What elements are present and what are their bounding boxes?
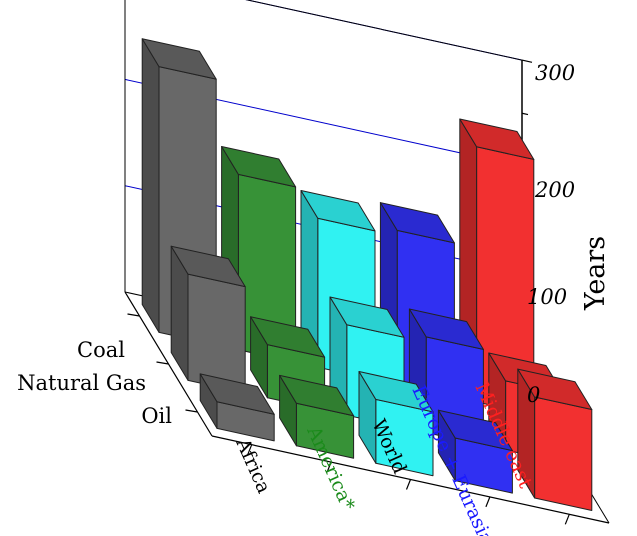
row-tick xyxy=(185,409,198,413)
bar-top-face xyxy=(408,308,484,350)
row-label-coal: Coal xyxy=(77,338,125,362)
z-axis-tick xyxy=(521,59,533,63)
z-tick-label-100: 100 xyxy=(527,285,567,309)
column-label-africa: Africa xyxy=(231,434,275,496)
bar-top-face xyxy=(141,38,217,80)
bar-oil-0 xyxy=(199,373,275,442)
row-tick xyxy=(156,361,169,365)
axis-labels: 0 100 200 300 Years Coal Natural Gas Oil… xyxy=(17,61,611,536)
column-tick xyxy=(485,496,491,508)
bar-top-face xyxy=(279,374,355,417)
bar-oil-3 xyxy=(437,409,513,494)
column-tick xyxy=(326,461,332,473)
z-axis-title: Years xyxy=(580,236,611,311)
bar-natural-gas-0 xyxy=(170,245,246,394)
bar-top-face xyxy=(170,245,246,288)
bar-top-face xyxy=(517,368,593,410)
bar-top-face xyxy=(199,373,275,415)
bar-top-face xyxy=(379,202,455,244)
bar-top-face xyxy=(358,371,434,413)
bar-top-face xyxy=(300,190,376,232)
z-tick-label-300: 300 xyxy=(535,61,575,85)
bar-top-face xyxy=(329,296,405,338)
column-tick xyxy=(405,479,412,490)
z-tick-label-200: 200 xyxy=(534,178,575,202)
column-tick xyxy=(247,444,253,455)
row-label-oil: Oil xyxy=(141,404,172,428)
bar-top-face xyxy=(221,146,297,188)
row-tick xyxy=(127,313,140,317)
bar-front-face xyxy=(534,396,593,511)
column-tick xyxy=(564,514,570,525)
bar-oil-1 xyxy=(279,374,355,459)
z-axis-tick xyxy=(521,112,529,116)
row-label-natural-gas: Natural Gas xyxy=(17,371,146,395)
bar-oil-2 xyxy=(358,371,434,477)
z-tick-label-0: 0 xyxy=(527,383,540,407)
bar-side-face xyxy=(141,38,160,333)
bar-oil-4 xyxy=(517,368,593,511)
bar-front-face xyxy=(187,273,246,394)
bar-top-face xyxy=(459,118,535,160)
bars xyxy=(141,38,593,511)
bar-top-face xyxy=(250,316,326,358)
back-top-edge xyxy=(245,0,523,61)
bar-top-face xyxy=(437,409,513,452)
